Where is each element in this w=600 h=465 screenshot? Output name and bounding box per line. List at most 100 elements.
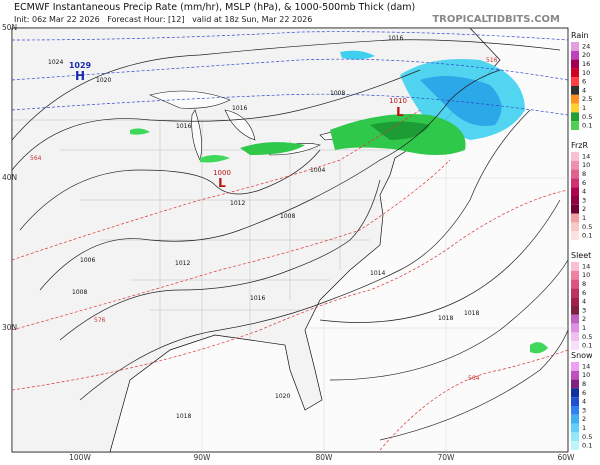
legend-title: Rain <box>571 31 589 40</box>
legend-swatch <box>571 370 579 380</box>
legend-swatch <box>571 379 579 389</box>
legend-title: FrzR <box>571 141 589 150</box>
legend-tick: 3 <box>582 406 586 414</box>
legend-swatch <box>571 432 579 442</box>
isobar-label: 1020 <box>96 77 111 84</box>
lon-label: 60W <box>558 453 576 461</box>
high-pressure-value: 1029 <box>69 61 92 70</box>
legend-swatch <box>571 77 579 86</box>
legend-tick: 6 <box>582 289 586 297</box>
legend-tick: 24 <box>582 42 590 50</box>
legend-swatch <box>571 314 579 324</box>
site-name: TROPICALTIDBITS.COM <box>432 14 560 25</box>
low-symbol: L <box>396 105 404 119</box>
isobar-label: 1024 <box>48 59 63 66</box>
legend-swatch <box>571 68 579 78</box>
legend-swatch <box>571 86 579 95</box>
isobar-label: 1016 <box>250 295 265 302</box>
isobars <box>11 39 569 441</box>
thickness-warm <box>11 109 569 451</box>
legend-swatch <box>571 169 579 179</box>
subtitle: Init: 06z Mar 22 2026 Forecast Hour: [12… <box>14 15 312 24</box>
legend-tick: 10 <box>582 69 590 77</box>
isobar-label: 1004 <box>310 167 325 174</box>
legend-swatch <box>571 262 579 271</box>
legend-swatch <box>571 406 579 415</box>
legend-tick: 4 <box>582 86 586 94</box>
isobar-label: 1016 <box>232 105 247 112</box>
legend-swatch <box>571 121 579 130</box>
legend-tick: 2 <box>582 315 586 323</box>
lon-label: 80W <box>316 453 334 461</box>
isobar-label: 1018 <box>176 413 191 420</box>
legend-tick: 2 <box>582 205 586 213</box>
legend-tick: 14 <box>582 262 590 270</box>
legend-tick: 0.5 <box>582 223 592 231</box>
isobar-label: 1008 <box>330 90 345 97</box>
legend-swatch <box>571 397 579 406</box>
legend-tick: 4 <box>582 398 586 406</box>
legends: Rain24201610642.510.50.1FrzR14108643210.… <box>571 31 593 450</box>
legend-swatch <box>571 213 579 223</box>
title: ECMWF Instantaneous Precip Rate (mm/hr),… <box>14 2 415 13</box>
thickness-cold <box>11 31 569 116</box>
legend-tick: 0.1 <box>582 342 592 350</box>
legend-swatch <box>571 196 579 205</box>
legend-tick: 14 <box>582 152 590 160</box>
lat-label: 50N <box>2 23 17 32</box>
thickness-label: 564 <box>30 155 42 162</box>
lon-label: 90W <box>194 453 212 461</box>
lon-label: 70W <box>438 453 456 461</box>
legend-tick: 6 <box>582 389 586 397</box>
legend-tick: 10 <box>582 371 590 379</box>
legend-swatch <box>571 414 579 424</box>
legend-swatch <box>571 178 579 188</box>
thickness-label: 576 <box>94 317 106 324</box>
legend-tick: 6 <box>582 78 586 86</box>
isobar-label: 1016 <box>388 35 403 42</box>
legend-swatch <box>571 306 579 315</box>
legend-swatch <box>571 160 579 170</box>
legend-swatch <box>571 59 579 69</box>
legend-tick: 8 <box>582 380 586 388</box>
legend-swatch <box>571 42 579 51</box>
legend-swatch <box>571 388 579 398</box>
legend-swatch <box>571 332 579 342</box>
isobar-label: 1018 <box>464 310 479 317</box>
legend-tick: 1 <box>582 104 586 112</box>
legend-tick: 1 <box>582 324 586 332</box>
legend-swatch <box>571 297 579 306</box>
isobar-label: 1018 <box>438 315 453 322</box>
map-area: 50N 40N 30N 100W 90W 80W 70W 60W 1029 H … <box>2 23 576 462</box>
precip-field <box>130 50 548 354</box>
legend-tick: 6 <box>582 179 586 187</box>
legend-tick: 2 <box>582 415 586 423</box>
legend-swatch <box>571 441 579 450</box>
legend-tick: 1 <box>582 424 586 432</box>
legend-tick: 3 <box>582 196 586 204</box>
isobar-label: 1014 <box>370 270 385 277</box>
lon-label: 100W <box>69 453 91 461</box>
legend-swatch <box>571 94 579 104</box>
thickness-label: 564 <box>468 375 480 382</box>
legend-swatch <box>571 152 579 161</box>
low-symbol: L <box>218 176 226 190</box>
low-pressure-value: 1000 <box>213 169 231 177</box>
legend-tick: 3 <box>582 306 586 314</box>
legend-tick: 8 <box>582 280 586 288</box>
legend-swatch <box>571 50 579 60</box>
legend-swatch <box>571 423 579 433</box>
lat-label: 40N <box>2 173 17 182</box>
isobar-labels: 1016 1024 1020 1008 1016 1012 1004 1008 … <box>30 35 498 420</box>
legend-swatch <box>571 187 579 196</box>
legend-tick: 20 <box>582 51 590 59</box>
legend-tick: 0.5 <box>582 333 592 341</box>
legend-tick: 0.1 <box>582 442 592 450</box>
legend-tick: 0.5 <box>582 113 592 121</box>
isobar-label: 1006 <box>80 257 95 264</box>
high-symbol: H <box>75 69 85 83</box>
legend-swatch <box>571 362 579 371</box>
isobar-label: 1012 <box>175 260 190 267</box>
legend-tick: 14 <box>582 362 590 370</box>
legend-tick: 10 <box>582 161 590 169</box>
